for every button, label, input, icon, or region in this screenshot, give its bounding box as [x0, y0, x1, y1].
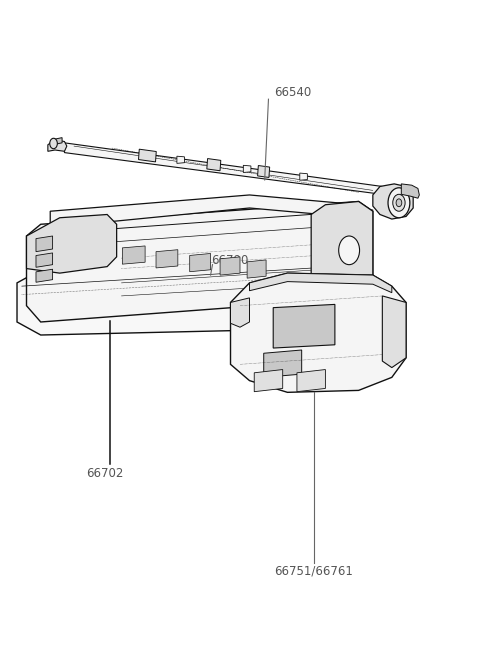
Polygon shape	[36, 236, 53, 252]
Circle shape	[393, 194, 405, 212]
Polygon shape	[177, 156, 184, 164]
Polygon shape	[273, 304, 335, 348]
Polygon shape	[230, 273, 406, 392]
Polygon shape	[50, 195, 359, 227]
Circle shape	[396, 199, 402, 207]
Polygon shape	[401, 184, 420, 198]
Polygon shape	[156, 250, 178, 268]
Polygon shape	[36, 253, 53, 267]
Polygon shape	[17, 263, 344, 335]
Text: 66702: 66702	[86, 466, 123, 480]
Polygon shape	[297, 369, 325, 392]
Circle shape	[50, 138, 57, 148]
Polygon shape	[243, 166, 251, 173]
Polygon shape	[311, 202, 373, 292]
Polygon shape	[64, 143, 396, 196]
Polygon shape	[247, 260, 266, 278]
Polygon shape	[373, 184, 413, 219]
Polygon shape	[190, 254, 211, 272]
Polygon shape	[254, 369, 283, 392]
Polygon shape	[264, 350, 301, 377]
Polygon shape	[139, 149, 156, 162]
Polygon shape	[207, 158, 221, 171]
Polygon shape	[230, 298, 250, 327]
Circle shape	[339, 236, 360, 265]
Polygon shape	[26, 214, 117, 273]
Text: 66751/66761: 66751/66761	[274, 564, 353, 578]
Polygon shape	[122, 246, 145, 264]
Polygon shape	[300, 173, 307, 180]
Polygon shape	[258, 166, 270, 177]
Text: 66790: 66790	[212, 254, 249, 267]
Polygon shape	[26, 202, 373, 322]
Polygon shape	[53, 137, 62, 145]
Circle shape	[388, 188, 410, 217]
Polygon shape	[48, 139, 67, 151]
Polygon shape	[220, 257, 240, 275]
Polygon shape	[36, 269, 53, 283]
Polygon shape	[250, 273, 392, 292]
Polygon shape	[383, 296, 406, 367]
Text: 66540: 66540	[274, 86, 312, 99]
